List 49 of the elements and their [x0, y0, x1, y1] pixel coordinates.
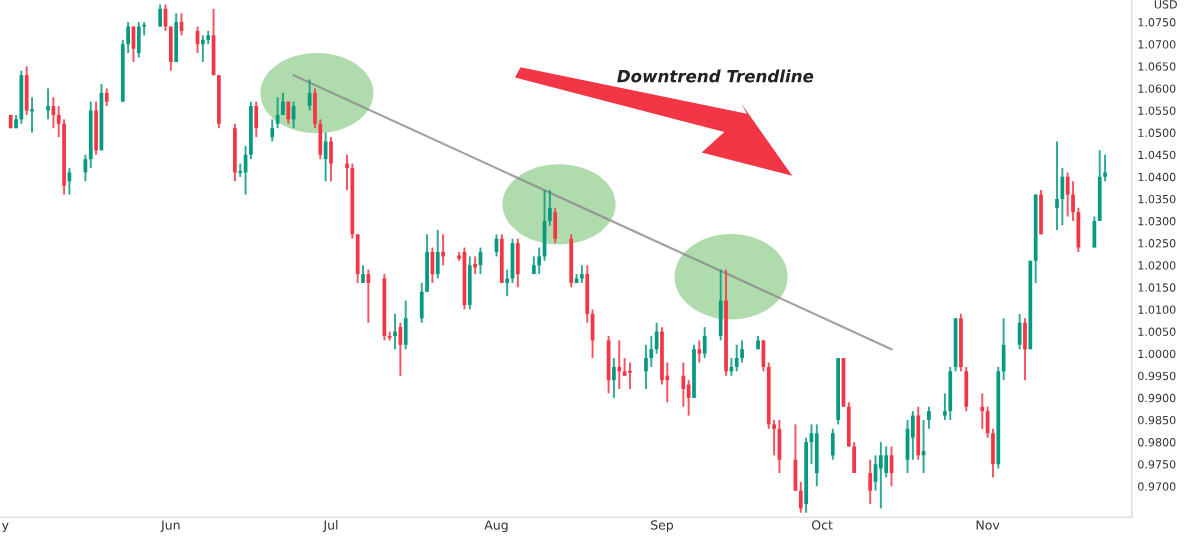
candlestick — [499, 233, 504, 284]
candlestick — [158, 3, 163, 28]
candlestick — [441, 233, 445, 267]
candlestick — [94, 100, 98, 156]
candlestick — [681, 361, 686, 408]
candlestick — [1023, 317, 1027, 382]
candlestick — [254, 100, 259, 139]
candlestick — [878, 441, 883, 510]
candlestick — [980, 392, 985, 430]
candlestick — [697, 339, 702, 364]
candlestick — [1017, 312, 1022, 351]
candlestick — [718, 268, 723, 342]
candlestick — [1039, 189, 1043, 236]
candlestick — [270, 118, 275, 143]
candlestick — [467, 255, 472, 311]
candlestick — [19, 69, 24, 125]
candlestick — [916, 405, 921, 461]
candlestick — [46, 87, 50, 121]
candlestick — [553, 206, 558, 245]
candlestick — [628, 361, 632, 391]
candlestick — [1055, 140, 1059, 231]
candlestick — [329, 136, 333, 183]
candlestick — [233, 122, 237, 183]
candlestick — [814, 423, 819, 488]
candlestick — [200, 34, 205, 63]
candlestick — [403, 299, 408, 351]
candlestick — [30, 96, 34, 134]
candlestick — [612, 357, 616, 399]
candlestick — [174, 12, 179, 63]
candlestick — [830, 427, 835, 461]
candlestick — [307, 78, 312, 112]
candlestick — [136, 21, 141, 59]
candlestick — [435, 228, 440, 280]
candlestick — [393, 312, 397, 351]
candlestick — [702, 326, 707, 360]
candlestick — [644, 343, 648, 391]
candlestick — [740, 339, 744, 364]
candlestick — [868, 458, 873, 505]
candlestick — [515, 237, 520, 289]
candlestick — [1065, 171, 1070, 218]
candlestick — [323, 131, 328, 183]
candlestick — [569, 233, 574, 289]
candlestick — [1097, 149, 1102, 223]
candlestick — [734, 343, 739, 373]
candlestick — [948, 365, 953, 421]
candlestick — [617, 339, 622, 391]
annotation: Downtrend Trendline — [617, 69, 814, 83]
candlestick — [366, 268, 371, 324]
candlestick — [24, 65, 29, 116]
